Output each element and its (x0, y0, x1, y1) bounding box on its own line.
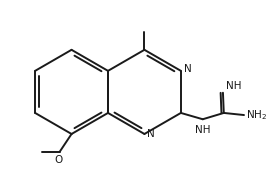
Text: NH: NH (226, 81, 241, 91)
Text: O: O (54, 155, 63, 164)
Text: NH$_2$: NH$_2$ (246, 108, 267, 122)
Text: N: N (147, 129, 155, 139)
Text: NH: NH (195, 125, 211, 135)
Text: N: N (184, 64, 191, 74)
